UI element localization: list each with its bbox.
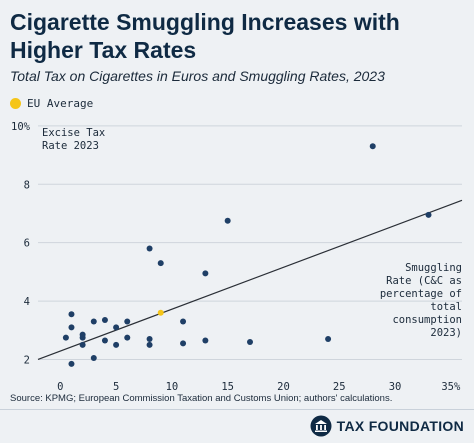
- data-point: [202, 270, 209, 277]
- data-point: [425, 211, 432, 218]
- data-point: [202, 337, 209, 344]
- y-axis-label-line: Rate 2023: [42, 140, 99, 152]
- y-tick-label: 6: [24, 238, 30, 250]
- data-point: [68, 360, 75, 367]
- chart-title: Cigarette Smuggling Increases with Highe…: [10, 9, 400, 63]
- y-tick-label: 4: [24, 296, 30, 308]
- x-axis-label-line: 2023): [430, 327, 462, 339]
- data-point: [113, 324, 120, 331]
- x-tick-label: 0: [57, 381, 63, 392]
- data-point: [101, 337, 108, 344]
- brand-name: TAX FOUNDATION: [336, 418, 464, 434]
- x-tick-label: 15: [221, 381, 234, 392]
- x-tick-label: 25: [333, 381, 346, 392]
- data-point: [180, 340, 187, 347]
- data-point: [146, 245, 153, 252]
- data-point: [369, 143, 376, 150]
- legend: EU Average: [10, 96, 93, 110]
- data-point: [146, 336, 153, 343]
- y-tick-label: 10%: [11, 121, 31, 133]
- data-point: [79, 341, 86, 348]
- data-point: [113, 341, 120, 348]
- tax-foundation-logo-icon: [310, 415, 332, 437]
- data-point: [157, 260, 164, 267]
- data-point: [68, 311, 75, 318]
- chart-subtitle: Total Tax on Cigarettes in Euros and Smu…: [10, 68, 385, 84]
- footer-divider: [0, 409, 474, 410]
- data-point: [68, 324, 75, 331]
- data-point: [146, 341, 153, 348]
- brand: TAX FOUNDATION: [310, 414, 464, 438]
- y-tick-label: 2: [24, 354, 30, 366]
- scatter-chart: 2 4 6 8 10% 0 5 10 15 20 25 30 35% Excise Tax Rate 202…: [11, 121, 463, 392]
- x-axis-label-line: Smuggling: [405, 262, 462, 274]
- data-point: [247, 338, 253, 345]
- data-point: [79, 331, 86, 338]
- eu-average-point: [157, 309, 164, 316]
- y-tick-label: 8: [24, 179, 30, 191]
- source-note: Source: KPMG; European Commission Taxati…: [10, 393, 393, 404]
- data-point: [180, 318, 187, 325]
- y-axis-label-line: Excise Tax: [42, 127, 105, 139]
- data-point: [90, 318, 97, 325]
- x-tick-label: 20: [277, 381, 290, 392]
- x-axis-label-line: consumption: [392, 314, 462, 326]
- legend-eu-average-marker: [10, 97, 21, 109]
- data-point: [224, 217, 231, 224]
- x-axis-label: Smuggling Rate (C&C as percentage of total c…: [380, 262, 462, 339]
- data-point: [124, 334, 131, 341]
- x-tick-label: 35%: [441, 381, 461, 392]
- data-point: [90, 355, 97, 362]
- legend-eu-average-label: EU Average: [27, 96, 94, 110]
- x-tick-label: 5: [113, 381, 119, 392]
- x-tick-label: 30: [389, 381, 402, 392]
- x-tick-label: 10: [166, 381, 179, 392]
- data-point: [62, 334, 69, 341]
- data-point: [325, 336, 332, 343]
- data-point: [101, 317, 108, 324]
- trend-line: [37, 199, 463, 361]
- data-point: [124, 318, 131, 325]
- x-axis-label-line: percentage of: [380, 288, 462, 300]
- x-axis-label-line: Rate (C&C as: [386, 275, 462, 287]
- x-axis-label-line: total: [430, 301, 462, 313]
- y-axis-label: Excise Tax Rate 2023: [42, 127, 105, 152]
